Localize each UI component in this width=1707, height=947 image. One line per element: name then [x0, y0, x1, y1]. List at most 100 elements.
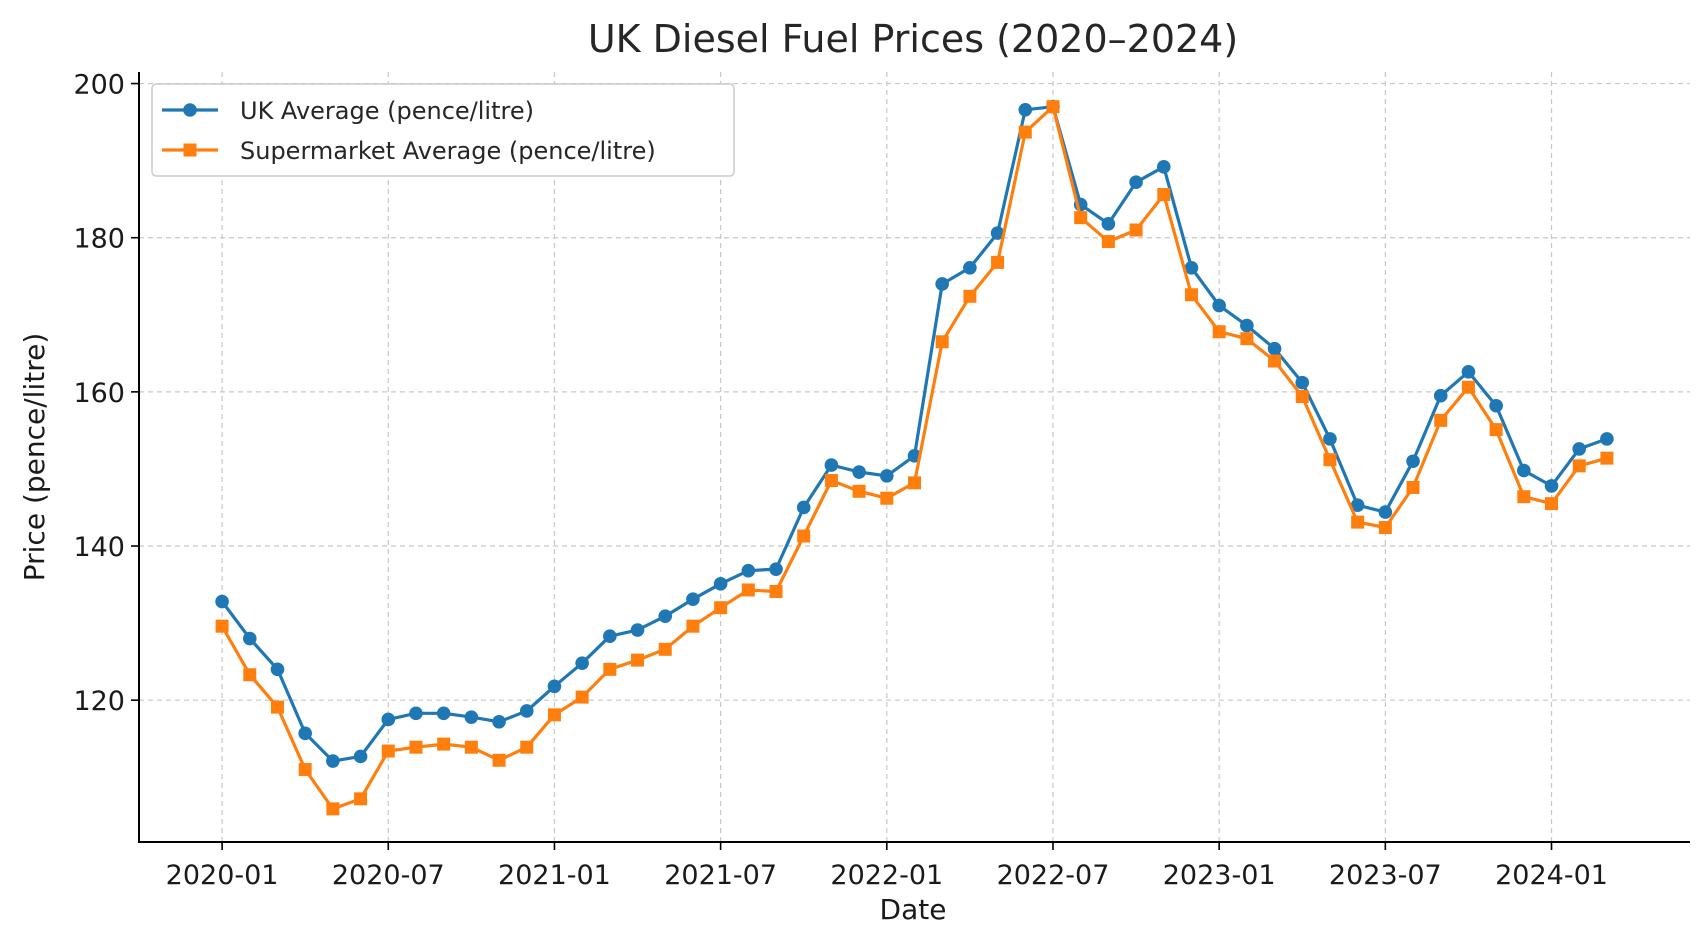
- data-point-square: [575, 690, 589, 704]
- data-point-square: [1184, 288, 1198, 302]
- data-point-circle: [796, 500, 811, 515]
- data-point-square: [963, 289, 977, 303]
- data-point-circle: [381, 712, 396, 727]
- data-point-circle: [1212, 298, 1226, 313]
- data-point-circle: [1517, 463, 1531, 478]
- x-tick-label: 2023-01: [1163, 860, 1276, 891]
- x-tick-label: 2021-07: [664, 860, 777, 891]
- legend-label-1: UK Average (pence/litre): [240, 97, 534, 125]
- data-point-circle: [547, 679, 562, 694]
- data-point-circle: [1295, 375, 1310, 390]
- data-point-square: [1572, 459, 1586, 473]
- data-point-circle: [1600, 432, 1614, 446]
- data-point-circle: [1461, 365, 1476, 379]
- data-point-circle: [1267, 341, 1282, 356]
- data-point-circle: [658, 609, 673, 623]
- data-point-square: [1378, 521, 1392, 535]
- x-tick-label: 2024-01: [1495, 860, 1608, 891]
- data-point-square: [1461, 380, 1475, 394]
- data-point-square: [1323, 453, 1337, 467]
- data-point-circle: [1240, 318, 1254, 333]
- data-point-square: [270, 700, 284, 714]
- data-point-square: [326, 802, 340, 816]
- data-point-circle: [1350, 498, 1365, 512]
- data-point-circle: [1378, 505, 1393, 519]
- y-tick-label: 160: [73, 378, 125, 409]
- data-point-circle: [990, 226, 1005, 240]
- data-point-square: [714, 601, 728, 615]
- legend-marker-square: [183, 143, 197, 157]
- data-point-square: [354, 792, 368, 806]
- data-point-square: [215, 619, 229, 633]
- data-point-square: [852, 484, 866, 498]
- data-point-square: [381, 744, 395, 758]
- data-point-square: [464, 740, 478, 754]
- data-point-square: [603, 662, 617, 676]
- data-point-circle: [1544, 479, 1559, 493]
- data-point-square: [437, 737, 451, 751]
- data-point-circle: [270, 662, 285, 677]
- data-point-square: [520, 740, 534, 754]
- data-point-square: [1018, 125, 1032, 139]
- y-tick-label: 200: [73, 70, 125, 101]
- data-point-square: [686, 619, 700, 633]
- data-point-circle: [519, 704, 534, 718]
- data-point-circle: [492, 714, 506, 729]
- data-point-square: [1434, 413, 1448, 427]
- data-point-circle: [741, 563, 756, 578]
- data-point-circle: [824, 458, 839, 472]
- data-point-square: [1351, 515, 1365, 529]
- data-point-circle: [686, 592, 700, 607]
- data-point-square: [1489, 423, 1503, 437]
- data-point-circle: [326, 754, 340, 768]
- data-point-square: [1157, 188, 1171, 202]
- data-point-circle: [963, 260, 977, 275]
- data-point-circle: [1433, 388, 1448, 403]
- legend-label-2: Supermarket Average (pence/litre): [240, 137, 656, 165]
- axis-spines: [138, 72, 1690, 843]
- chart-title: UK Diesel Fuel Prices (2020–2024): [588, 17, 1238, 61]
- data-point-circle: [1156, 160, 1171, 174]
- data-point-square: [631, 653, 645, 667]
- x-tick-label: 2023-07: [1329, 860, 1442, 891]
- y-ticks: 120 140 160 180 200: [73, 70, 139, 717]
- data-point-square: [824, 474, 838, 488]
- data-point-square: [243, 668, 257, 682]
- data-point-circle: [242, 631, 257, 646]
- data-point-square: [298, 763, 312, 777]
- x-axis-label: Date: [880, 893, 947, 926]
- x-tick-label: 2022-01: [830, 860, 943, 891]
- data-point-square: [741, 583, 755, 597]
- data-point-circle: [215, 594, 229, 609]
- legend: UK Average (pence/litre) Supermarket Aver…: [151, 83, 735, 177]
- data-point-square: [935, 335, 949, 349]
- data-point-square: [1101, 235, 1115, 249]
- y-tick-label: 140: [73, 532, 125, 563]
- data-point-circle: [409, 706, 423, 721]
- y-tick-label: 120: [73, 686, 125, 717]
- y-axis-label: Price (pence/litre): [18, 333, 51, 582]
- data-point-circle: [713, 576, 728, 591]
- data-point-circle: [603, 629, 617, 644]
- data-point-circle: [880, 469, 894, 483]
- legend-frame: [151, 83, 735, 177]
- data-point-circle: [935, 277, 949, 291]
- data-point-square: [1545, 497, 1559, 511]
- data-point-circle: [436, 706, 451, 721]
- data-point-square: [991, 255, 1005, 269]
- data-point-square: [1517, 490, 1531, 504]
- plot-lines: [215, 99, 1614, 816]
- data-point-circle: [464, 710, 479, 724]
- data-point-square: [1406, 480, 1420, 494]
- data-point-circle: [1184, 260, 1199, 275]
- data-point-square: [1268, 354, 1282, 368]
- data-point-circle: [1406, 454, 1420, 469]
- x-ticks: 2020-01 2020-07 2021-01 2021-07 2022-01 2022-…: [166, 842, 1608, 891]
- data-point-square: [908, 476, 921, 490]
- x-tick-label: 2020-01: [166, 860, 279, 891]
- data-point-square: [492, 753, 506, 767]
- x-tick-label: 2021-01: [498, 860, 611, 891]
- data-point-circle: [298, 726, 312, 741]
- y-tick-label: 180: [73, 224, 125, 255]
- data-point-circle: [1489, 398, 1503, 413]
